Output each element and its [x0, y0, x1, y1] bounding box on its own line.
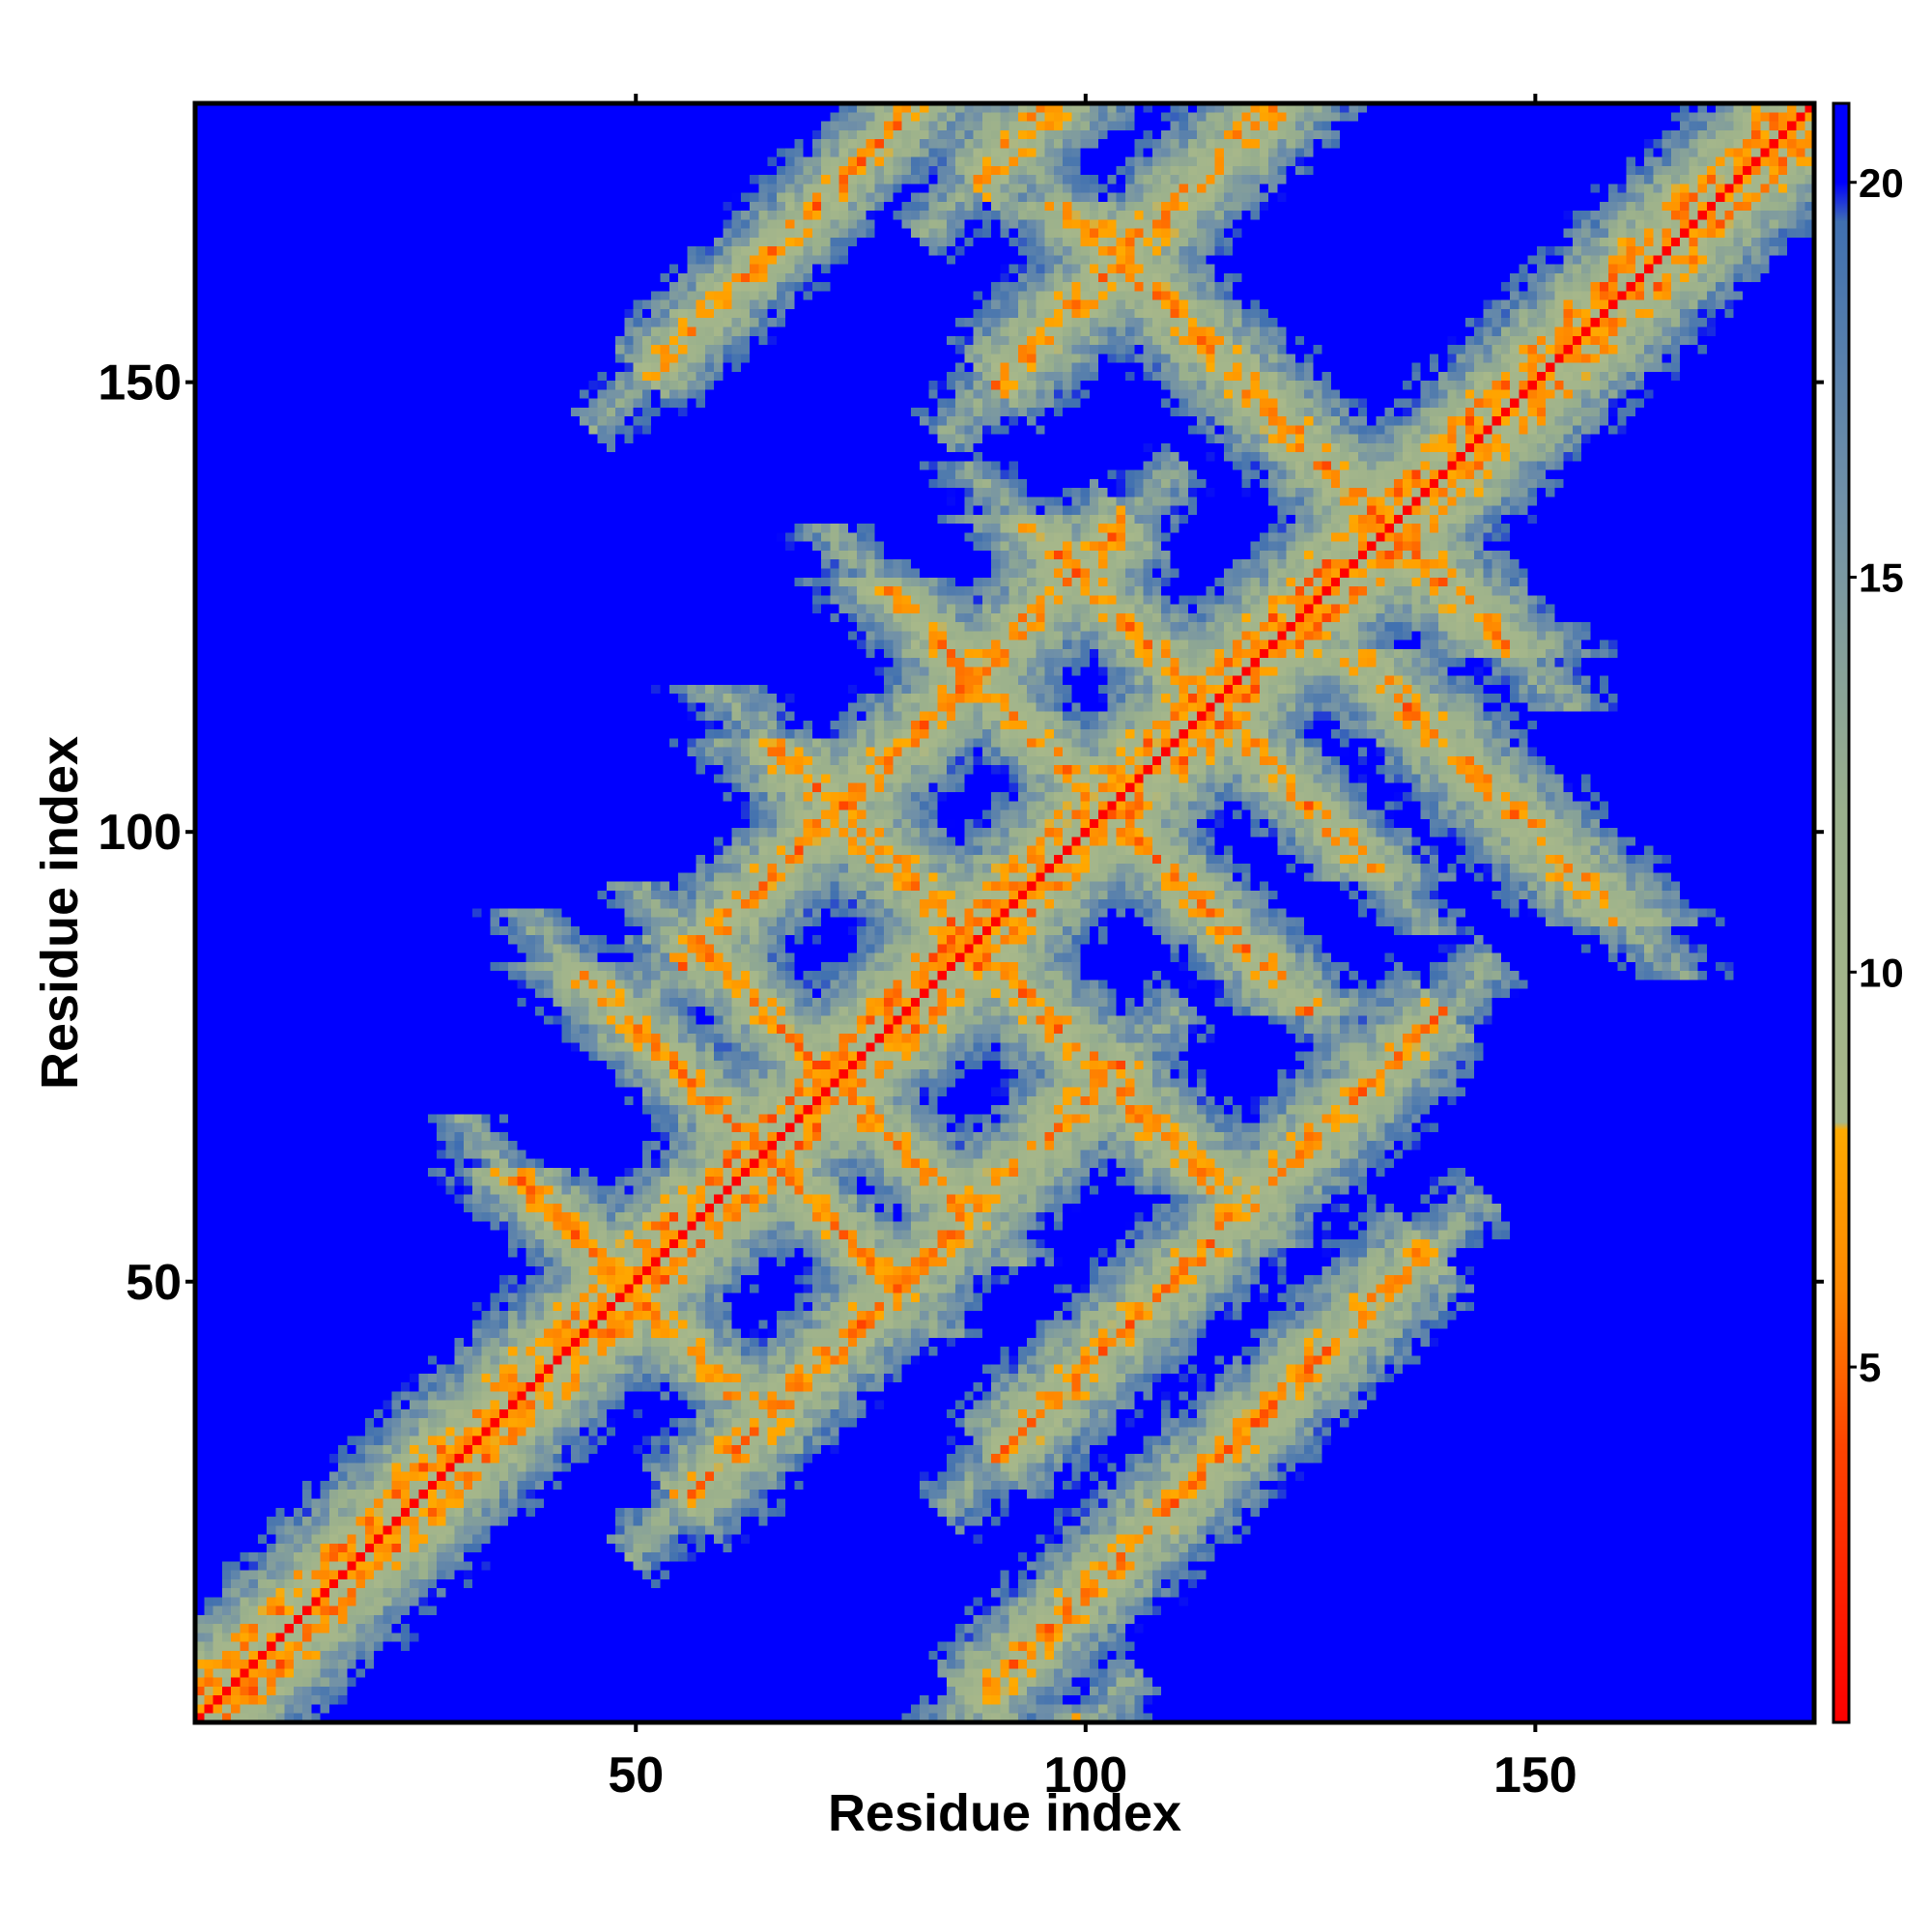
- y-tick-label: 50: [126, 1255, 182, 1311]
- y-axis: 50 100 150: [98, 355, 1824, 1311]
- colorbar-axis: 5 10 15 20: [1849, 160, 1904, 1390]
- plot-frame: [192, 100, 1817, 1725]
- x-axis: 50 100 150: [608, 94, 1577, 1804]
- x-tick-label: 150: [1493, 1747, 1577, 1804]
- y-tick-label: 100: [98, 805, 182, 861]
- y-tick-label: 150: [98, 355, 182, 412]
- x-tick-label: 100: [1043, 1747, 1127, 1804]
- x-axis-title: Residue index: [828, 1784, 1181, 1842]
- heatmap-cells: [195, 103, 1814, 1722]
- x-tick-label: 50: [608, 1747, 664, 1804]
- colorbar-tick-label: 10: [1859, 950, 1904, 995]
- colorbar-tick-label: 20: [1859, 160, 1904, 206]
- y-axis-title: Residue index: [31, 736, 89, 1090]
- colorbar: [1832, 101, 1851, 1724]
- colorbar-tick-label: 5: [1859, 1345, 1881, 1390]
- colorbar-tick-label: 15: [1859, 555, 1904, 601]
